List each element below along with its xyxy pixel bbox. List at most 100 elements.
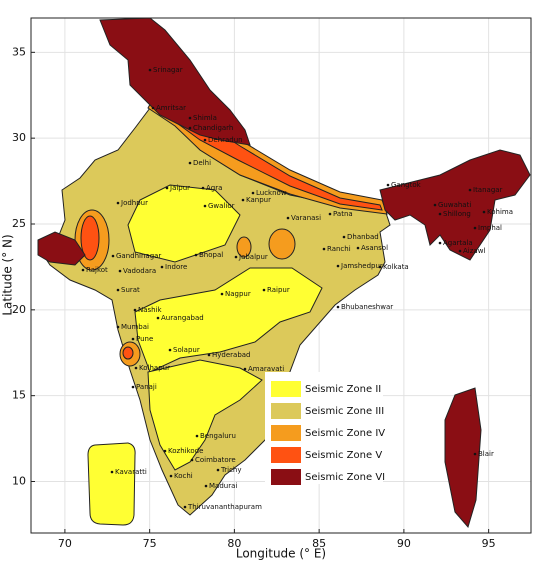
city-label: Kozhikode — [168, 447, 203, 455]
city-label: Blair — [478, 450, 494, 458]
city-dot — [188, 126, 192, 130]
city-label: Kochi — [174, 472, 193, 480]
city-label: Agartala — [443, 239, 473, 247]
city-label: Gandhinagar — [116, 252, 161, 260]
city-dot — [165, 186, 169, 190]
cities: Srinagar Amritsar Shimla Chandigarh Dehradun… — [81, 66, 513, 511]
city-dot — [336, 305, 340, 309]
zone-v-region — [80, 215, 100, 261]
city-dot — [262, 288, 266, 292]
city-label: Vadodara — [123, 267, 156, 275]
city-dot — [328, 212, 332, 216]
x-tick-label: 70 — [58, 537, 72, 550]
city-dot — [163, 449, 167, 453]
city-label: Jamshedpur — [340, 262, 383, 270]
city-dot — [438, 212, 442, 216]
city-label: Madurai — [209, 482, 237, 490]
legend-swatch — [271, 381, 301, 397]
city-label: Pune — [136, 335, 153, 343]
zone-iv-region — [236, 236, 252, 258]
x-tick-label: 95 — [482, 537, 496, 550]
city-label: Panaji — [136, 383, 157, 391]
city-dot — [116, 325, 120, 329]
city-dot — [190, 458, 194, 462]
zone-vi-region — [444, 387, 482, 529]
zone-ii-region — [134, 267, 323, 373]
city-label: Thiruvananthapuram — [187, 503, 262, 511]
city-dot — [433, 203, 437, 207]
city-dot — [342, 235, 346, 239]
city-label: Kolkata — [383, 263, 409, 271]
city-dot — [473, 226, 477, 230]
city-label: Guwahati — [438, 201, 471, 209]
city-dot — [151, 106, 155, 110]
city-label: Amritsar — [156, 104, 186, 112]
legend: Seismic Zone II Seismic Zone III Seismic Z… — [271, 381, 385, 485]
city-label: Kohima — [487, 208, 513, 216]
x-tick-label: 75 — [143, 537, 157, 550]
city-label: Jabalpur — [238, 253, 268, 261]
legend-label: Seismic Zone II — [305, 384, 381, 395]
y-tick-label: 30 — [12, 131, 26, 144]
city-label: Jodhpur — [120, 199, 148, 207]
y-tick-label: 35 — [12, 45, 26, 58]
city-label: Raipur — [267, 286, 290, 294]
city-label: Surat — [121, 286, 140, 294]
zone-iv-region — [268, 228, 296, 260]
zone-vi-region — [37, 231, 86, 266]
city-dot — [458, 249, 462, 253]
city-label: Agra — [206, 184, 222, 192]
city-dot — [110, 470, 114, 474]
city-label: Imphal — [478, 224, 502, 232]
x-tick-label: 85 — [312, 537, 326, 550]
city-label: Dehradun — [208, 136, 243, 144]
city-label: Varanasi — [291, 214, 321, 222]
city-dot — [118, 269, 122, 273]
city-dot — [204, 484, 208, 488]
city-label: Ranchi — [327, 245, 351, 253]
legend-label: Seismic Zone V — [305, 450, 382, 461]
city-dot — [243, 367, 247, 371]
y-tick-label: 25 — [12, 217, 26, 230]
city-dot — [473, 452, 477, 456]
city-label: Mumbai — [121, 323, 149, 331]
zone-vi-region — [379, 149, 531, 261]
city-label: Bhopal — [199, 251, 223, 259]
city-label: Bengaluru — [200, 432, 236, 440]
city-dot — [468, 188, 472, 192]
city-dot — [203, 204, 207, 208]
city-label: Nashik — [138, 306, 163, 314]
city-label: Indore — [165, 263, 187, 271]
city-label: Gwalior — [208, 202, 235, 210]
y-tick-label: 15 — [12, 389, 26, 402]
city-dot — [160, 265, 164, 269]
city-dot — [201, 186, 205, 190]
x-axis-label: Longitude (° E) — [236, 547, 326, 561]
city-dot — [169, 474, 173, 478]
city-dot — [116, 288, 120, 292]
city-label: Bhubaneshwar — [341, 303, 393, 311]
city-dot — [378, 265, 382, 269]
city-label: Gangtok — [391, 181, 422, 189]
zone-ii-region — [147, 359, 263, 471]
city-dot — [241, 198, 245, 202]
city-dot — [116, 201, 120, 205]
city-dot — [131, 385, 135, 389]
city-label: Srinagar — [153, 66, 183, 74]
city-label: Jaipur — [169, 184, 190, 192]
zone-ii-region — [87, 442, 136, 526]
city-label: Aurangabad — [161, 314, 204, 322]
city-dot — [234, 255, 238, 259]
legend-swatch — [271, 425, 301, 441]
x-tick-label: 80 — [227, 537, 241, 550]
city-dot — [482, 210, 486, 214]
city-dot — [207, 353, 211, 357]
city-label: Solapur — [173, 346, 200, 354]
city-dot — [81, 268, 85, 272]
city-dot — [188, 116, 192, 120]
city-label: Chandigarh — [193, 124, 233, 132]
x-tick-label: 90 — [397, 537, 411, 550]
city-dot — [133, 308, 137, 312]
city-dot — [183, 505, 187, 509]
